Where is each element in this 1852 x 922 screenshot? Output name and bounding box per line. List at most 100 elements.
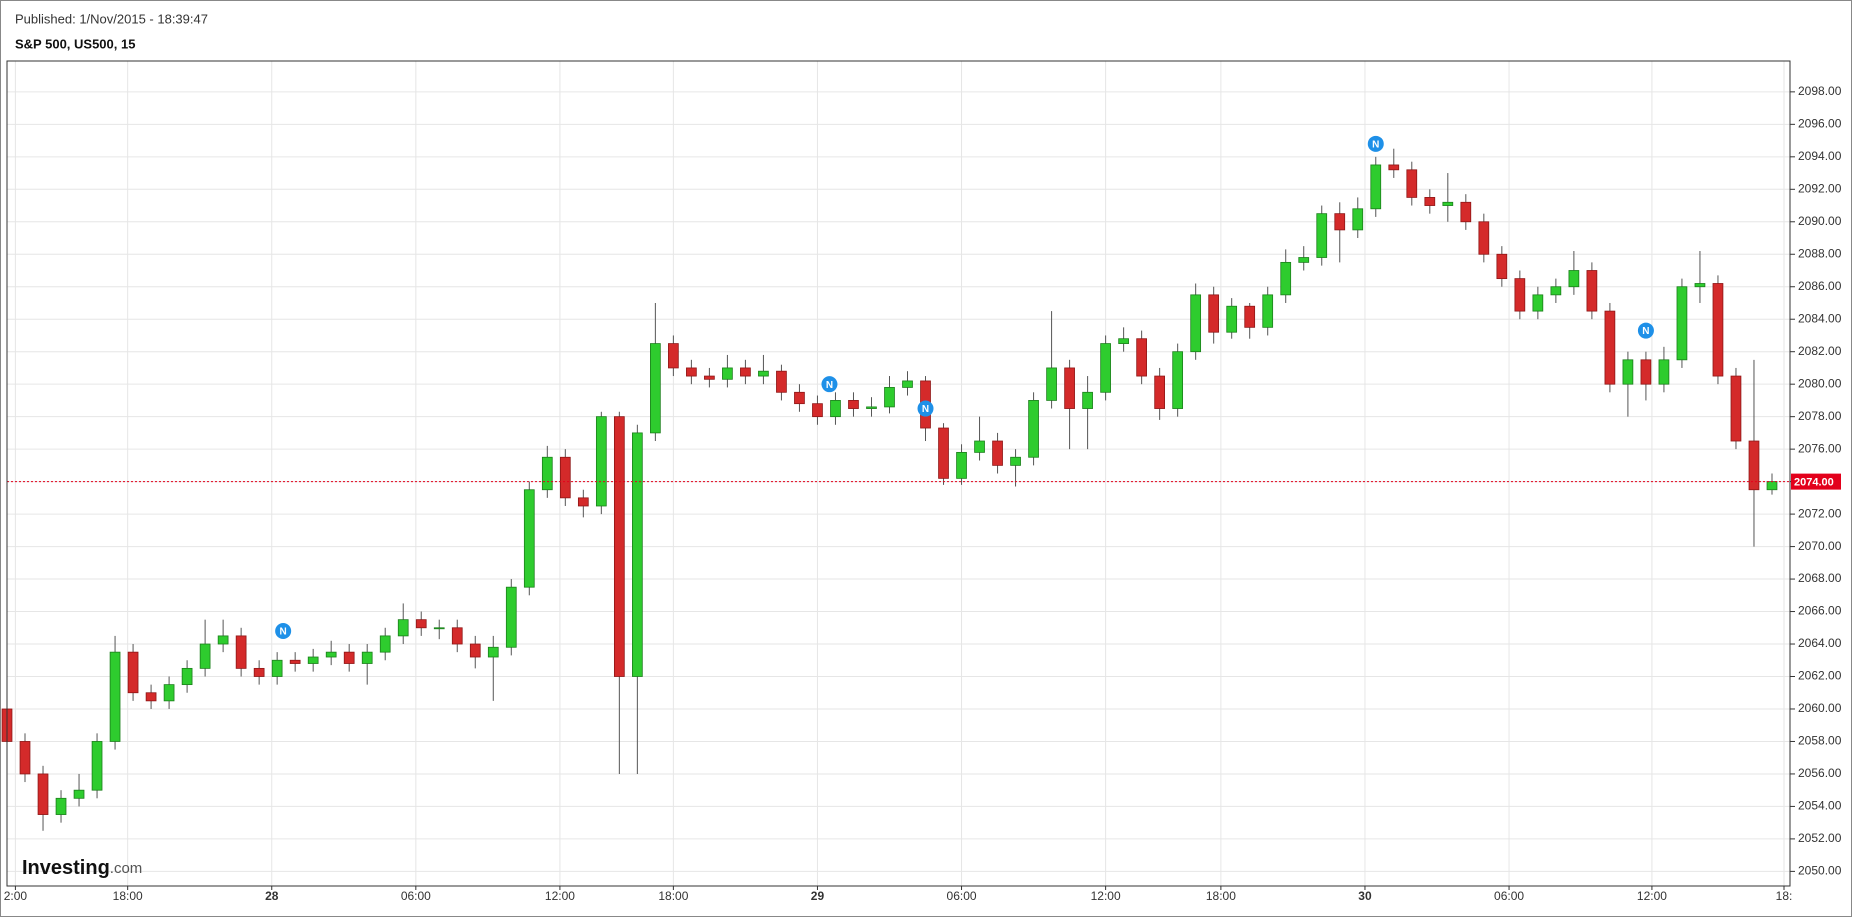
candle-body	[1388, 164, 1400, 171]
candle-body	[307, 656, 319, 664]
candle-body	[19, 741, 31, 775]
candle-body	[235, 635, 247, 669]
candle-body	[505, 586, 517, 648]
candle-body	[595, 416, 607, 507]
candle-body	[469, 643, 481, 658]
x-tick-label: 29	[811, 889, 825, 903]
candle-body	[1586, 270, 1598, 312]
y-tick-label: 2056.00	[1798, 766, 1842, 780]
candle-body	[1370, 164, 1382, 210]
x-tick-label: 06:00	[401, 889, 431, 903]
y-tick-label: 2094.00	[1798, 149, 1842, 163]
candle-body	[1262, 294, 1274, 328]
candle-body	[253, 667, 265, 677]
candle-body	[541, 456, 553, 491]
x-tick-label: 30	[1358, 889, 1372, 903]
candle-body	[1082, 391, 1093, 409]
candle-body	[127, 651, 139, 694]
candle-body	[55, 797, 67, 815]
candle-body	[1748, 440, 1760, 491]
candle-body	[722, 367, 733, 380]
candle-body	[830, 400, 841, 418]
candle-body	[1352, 208, 1364, 231]
x-tick-label: 2:00	[4, 889, 28, 903]
candle-body	[902, 380, 913, 388]
candle-body	[325, 651, 337, 658]
logo-suffix: .com	[110, 860, 143, 877]
plot-area: N N N N N	[1, 61, 1790, 886]
candle-body	[1622, 359, 1634, 385]
plot-border	[6, 60, 1791, 887]
y-tick-label: 2084.00	[1798, 311, 1842, 325]
candle-body	[1028, 400, 1039, 458]
logo-name: Investing	[22, 857, 110, 879]
candle-body	[866, 406, 877, 409]
y-tick-label: 2090.00	[1798, 214, 1842, 228]
candle-body	[1298, 257, 1310, 263]
candle-body	[956, 451, 967, 479]
y-tick-label: 2052.00	[1798, 831, 1842, 845]
y-tick-label: 2098.00	[1798, 84, 1842, 98]
candle-body	[1550, 286, 1562, 296]
y-tick-label: 2070.00	[1798, 539, 1842, 553]
candle-body	[1532, 294, 1544, 312]
y-tick-label: 2050.00	[1798, 864, 1842, 878]
candle-body	[848, 400, 859, 409]
y-tick-label: 2054.00	[1798, 799, 1842, 813]
candle-body	[451, 627, 463, 645]
news-marker	[1367, 135, 1384, 152]
candle-body	[145, 692, 157, 702]
y-tick-label: 2096.00	[1798, 117, 1842, 131]
candle-body	[343, 651, 355, 664]
y-tick-label: 2092.00	[1798, 181, 1842, 195]
y-tick-label: 2082.00	[1798, 344, 1842, 358]
published: Published: 1/Nov/2015 - 18:39:47	[15, 11, 208, 26]
candle-body	[433, 627, 445, 630]
candle-body	[1064, 367, 1075, 409]
y-tick-label: 2058.00	[1798, 734, 1842, 748]
candle-body	[523, 489, 535, 588]
candle-body	[812, 403, 823, 418]
candle-body	[1604, 310, 1616, 385]
candle-body	[91, 741, 103, 791]
candle-body	[1568, 270, 1580, 288]
candle-body	[37, 773, 49, 815]
candle-body	[1226, 305, 1238, 333]
x-tick-label: 18:00	[1206, 889, 1236, 903]
candle-body	[938, 427, 949, 479]
candle-body	[974, 440, 985, 453]
news-marker-label: N	[1372, 139, 1379, 150]
candle-body	[1658, 359, 1670, 385]
candle-body	[271, 659, 283, 677]
news-marker-label: N	[922, 404, 929, 415]
news-marker-label: N	[280, 627, 287, 638]
x-tick-label: 06:00	[947, 889, 977, 903]
candle-body	[992, 440, 1003, 466]
y-tick-label: 2076.00	[1798, 441, 1842, 455]
candle-body	[361, 651, 373, 664]
candle-body	[1478, 221, 1490, 255]
candle-body	[884, 387, 895, 408]
candle-body	[379, 635, 391, 653]
candle-body	[1406, 169, 1418, 198]
y-tick-label: 2062.00	[1798, 669, 1842, 683]
candle-body	[758, 370, 769, 377]
candle-body	[740, 367, 751, 377]
candle-body	[1442, 201, 1454, 206]
logo: Investing.com	[22, 857, 142, 879]
candle-body	[1208, 294, 1220, 333]
x-tick-label: 12:00	[1637, 889, 1667, 903]
candle-body	[397, 619, 409, 637]
candle-body	[109, 651, 121, 742]
y-tick-label: 2068.00	[1798, 571, 1842, 585]
candle-body	[1046, 367, 1057, 401]
y-tick-label: 2080.00	[1798, 376, 1842, 390]
candle-body	[776, 370, 787, 393]
x-tick-label: 06:00	[1494, 889, 1524, 903]
candle-body	[794, 391, 805, 405]
candle-body	[1514, 278, 1526, 312]
candle-body	[1460, 201, 1472, 223]
candle-body	[217, 635, 229, 645]
candle-body	[487, 646, 499, 658]
